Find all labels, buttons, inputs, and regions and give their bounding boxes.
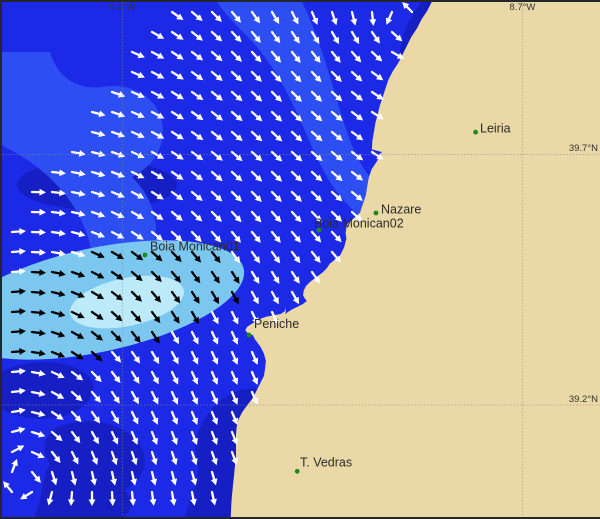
- svg-text:9.2°W: 9.2°W: [109, 2, 135, 13]
- svg-text:T. Vedras: T. Vedras: [300, 456, 352, 470]
- svg-text:Boia Monican02: Boia Monican02: [314, 217, 404, 231]
- svg-text:Nazare: Nazare: [381, 203, 421, 217]
- svg-text:Peniche: Peniche: [254, 317, 299, 331]
- svg-text:Boia Monican01: Boia Monican01: [150, 240, 240, 254]
- svg-text:Leiria: Leiria: [480, 122, 511, 136]
- svg-text:39.2°N: 39.2°N: [569, 394, 598, 405]
- svg-text:8.7°W: 8.7°W: [509, 2, 535, 13]
- svg-text:39.7°N: 39.7°N: [569, 143, 598, 154]
